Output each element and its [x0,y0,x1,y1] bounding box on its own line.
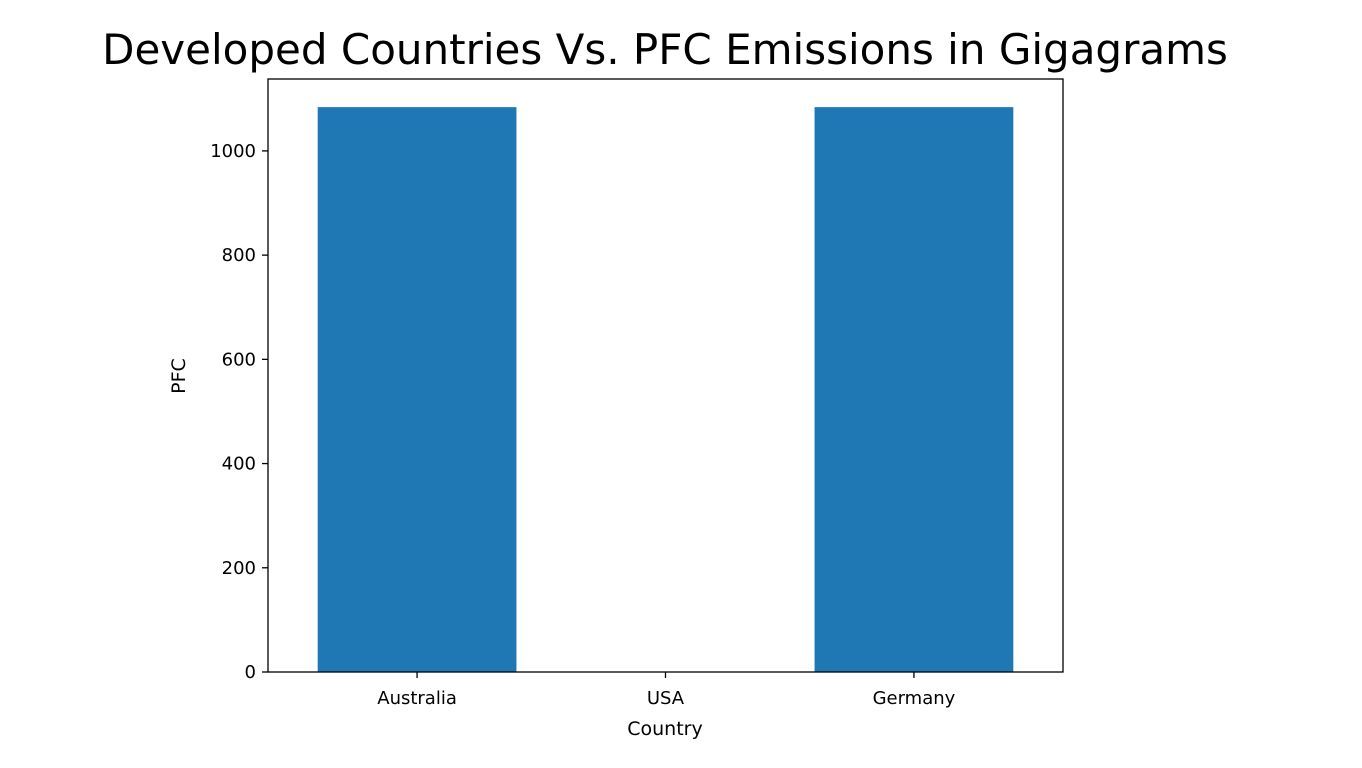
y-tick-label: 200 [222,558,256,579]
x-tick-label: Australia [377,688,457,709]
x-axis-ticks: Australia USA Germany [377,672,956,709]
y-tick-label: 600 [222,349,256,370]
x-tick-label: USA [647,688,685,709]
y-tick-label: 0 [245,662,256,683]
y-tick-label: 800 [222,245,256,266]
y-axis-label: PFC [168,358,190,394]
bars-layer [317,107,1014,672]
bar-australia [317,107,517,672]
y-tick-label: 1000 [210,141,256,162]
x-axis-label: Country [627,718,702,740]
y-axis-ticks: 0 200 400 600 800 1000 [210,141,268,683]
chart-title: Developed Countries Vs. PFC Emissions in… [102,25,1228,74]
x-tick-label: Germany [873,688,956,709]
bar-germany [814,107,1014,672]
y-tick-label: 400 [222,454,256,475]
